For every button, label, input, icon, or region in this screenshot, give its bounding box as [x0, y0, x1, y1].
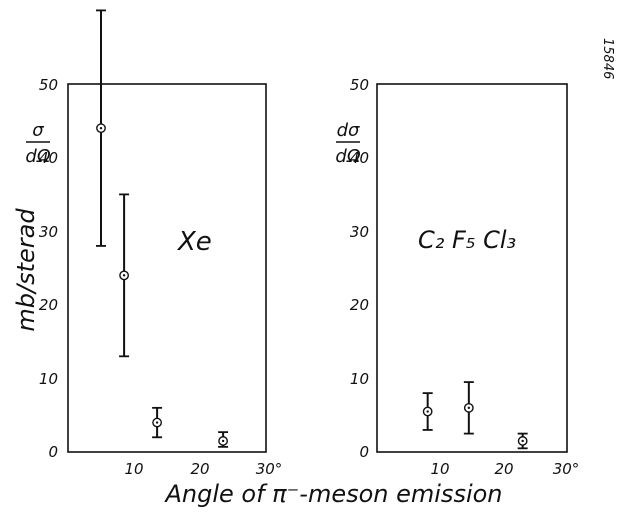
x-ticks: 10 20 30°	[124, 460, 282, 478]
x-axis-label: Angle of π⁻-meson emission	[163, 480, 502, 508]
y-tick-label: 0	[359, 443, 369, 461]
panel-xe: σ dΩ Xe 0 10 20 30 40 50 10 20 30°	[25, 9, 282, 478]
y-ticks: 0 10 20 30 40 50	[350, 76, 369, 461]
y-tick-label: 10	[350, 370, 369, 388]
y-tick-label: 20	[350, 296, 369, 314]
y-tick-label: 20	[39, 296, 58, 314]
y-label-denominator: dΩ	[25, 146, 50, 167]
y-ticks: 0 10 20 30 40 50	[39, 76, 58, 461]
point-center	[426, 410, 429, 413]
y-label-numerator: σ	[32, 120, 44, 141]
y-tick-label: 30	[350, 223, 369, 241]
point-center	[99, 126, 103, 130]
data-points	[96, 9, 229, 448]
point-center	[221, 439, 225, 443]
data-point	[152, 406, 163, 439]
y-tick-label: 30	[39, 223, 58, 241]
y-label-denominator: dΩ	[335, 146, 360, 167]
data-point	[96, 9, 106, 247]
data-point	[517, 432, 528, 450]
point-center	[467, 406, 471, 410]
data-point	[422, 392, 433, 431]
x-tick-label: 30°	[256, 460, 283, 478]
panel-annotation: C₂ F₅ Cl₃	[418, 226, 516, 254]
x-tick-label: 10	[430, 460, 449, 478]
x-tick-label: 10	[124, 460, 143, 478]
data-point	[119, 193, 130, 358]
plot-frame	[67, 83, 267, 453]
panel-c2f5cl3: dσ dΩ C₂ F₅ Cl₃ 0 10 20 30 40 50 10 20 3…	[335, 76, 579, 478]
data-point	[218, 431, 229, 448]
panel-annotation: Xe	[176, 227, 212, 257]
y-label-numerator: dσ	[337, 120, 360, 141]
y-axis-label: mb/sterad	[12, 208, 40, 332]
x-tick-label: 20	[190, 460, 209, 478]
plot-frame	[376, 83, 568, 453]
y-tick-label: 40	[39, 149, 58, 167]
y-tick-label: 50	[350, 76, 369, 94]
data-point	[463, 381, 474, 435]
figure-id: 15846	[600, 38, 615, 79]
point-center	[122, 274, 126, 277]
y-tick-label: 40	[350, 149, 369, 167]
y-tick-label: 0	[48, 443, 58, 461]
x-tick-label: 20	[494, 460, 513, 478]
point-center	[155, 421, 159, 424]
y-tick-label: 10	[39, 370, 58, 388]
y-tick-label: 50	[39, 76, 58, 94]
point-center	[521, 439, 524, 443]
x-tick-label: 30°	[553, 460, 580, 478]
x-ticks: 10 20 30°	[430, 460, 579, 478]
data-points	[422, 381, 528, 450]
